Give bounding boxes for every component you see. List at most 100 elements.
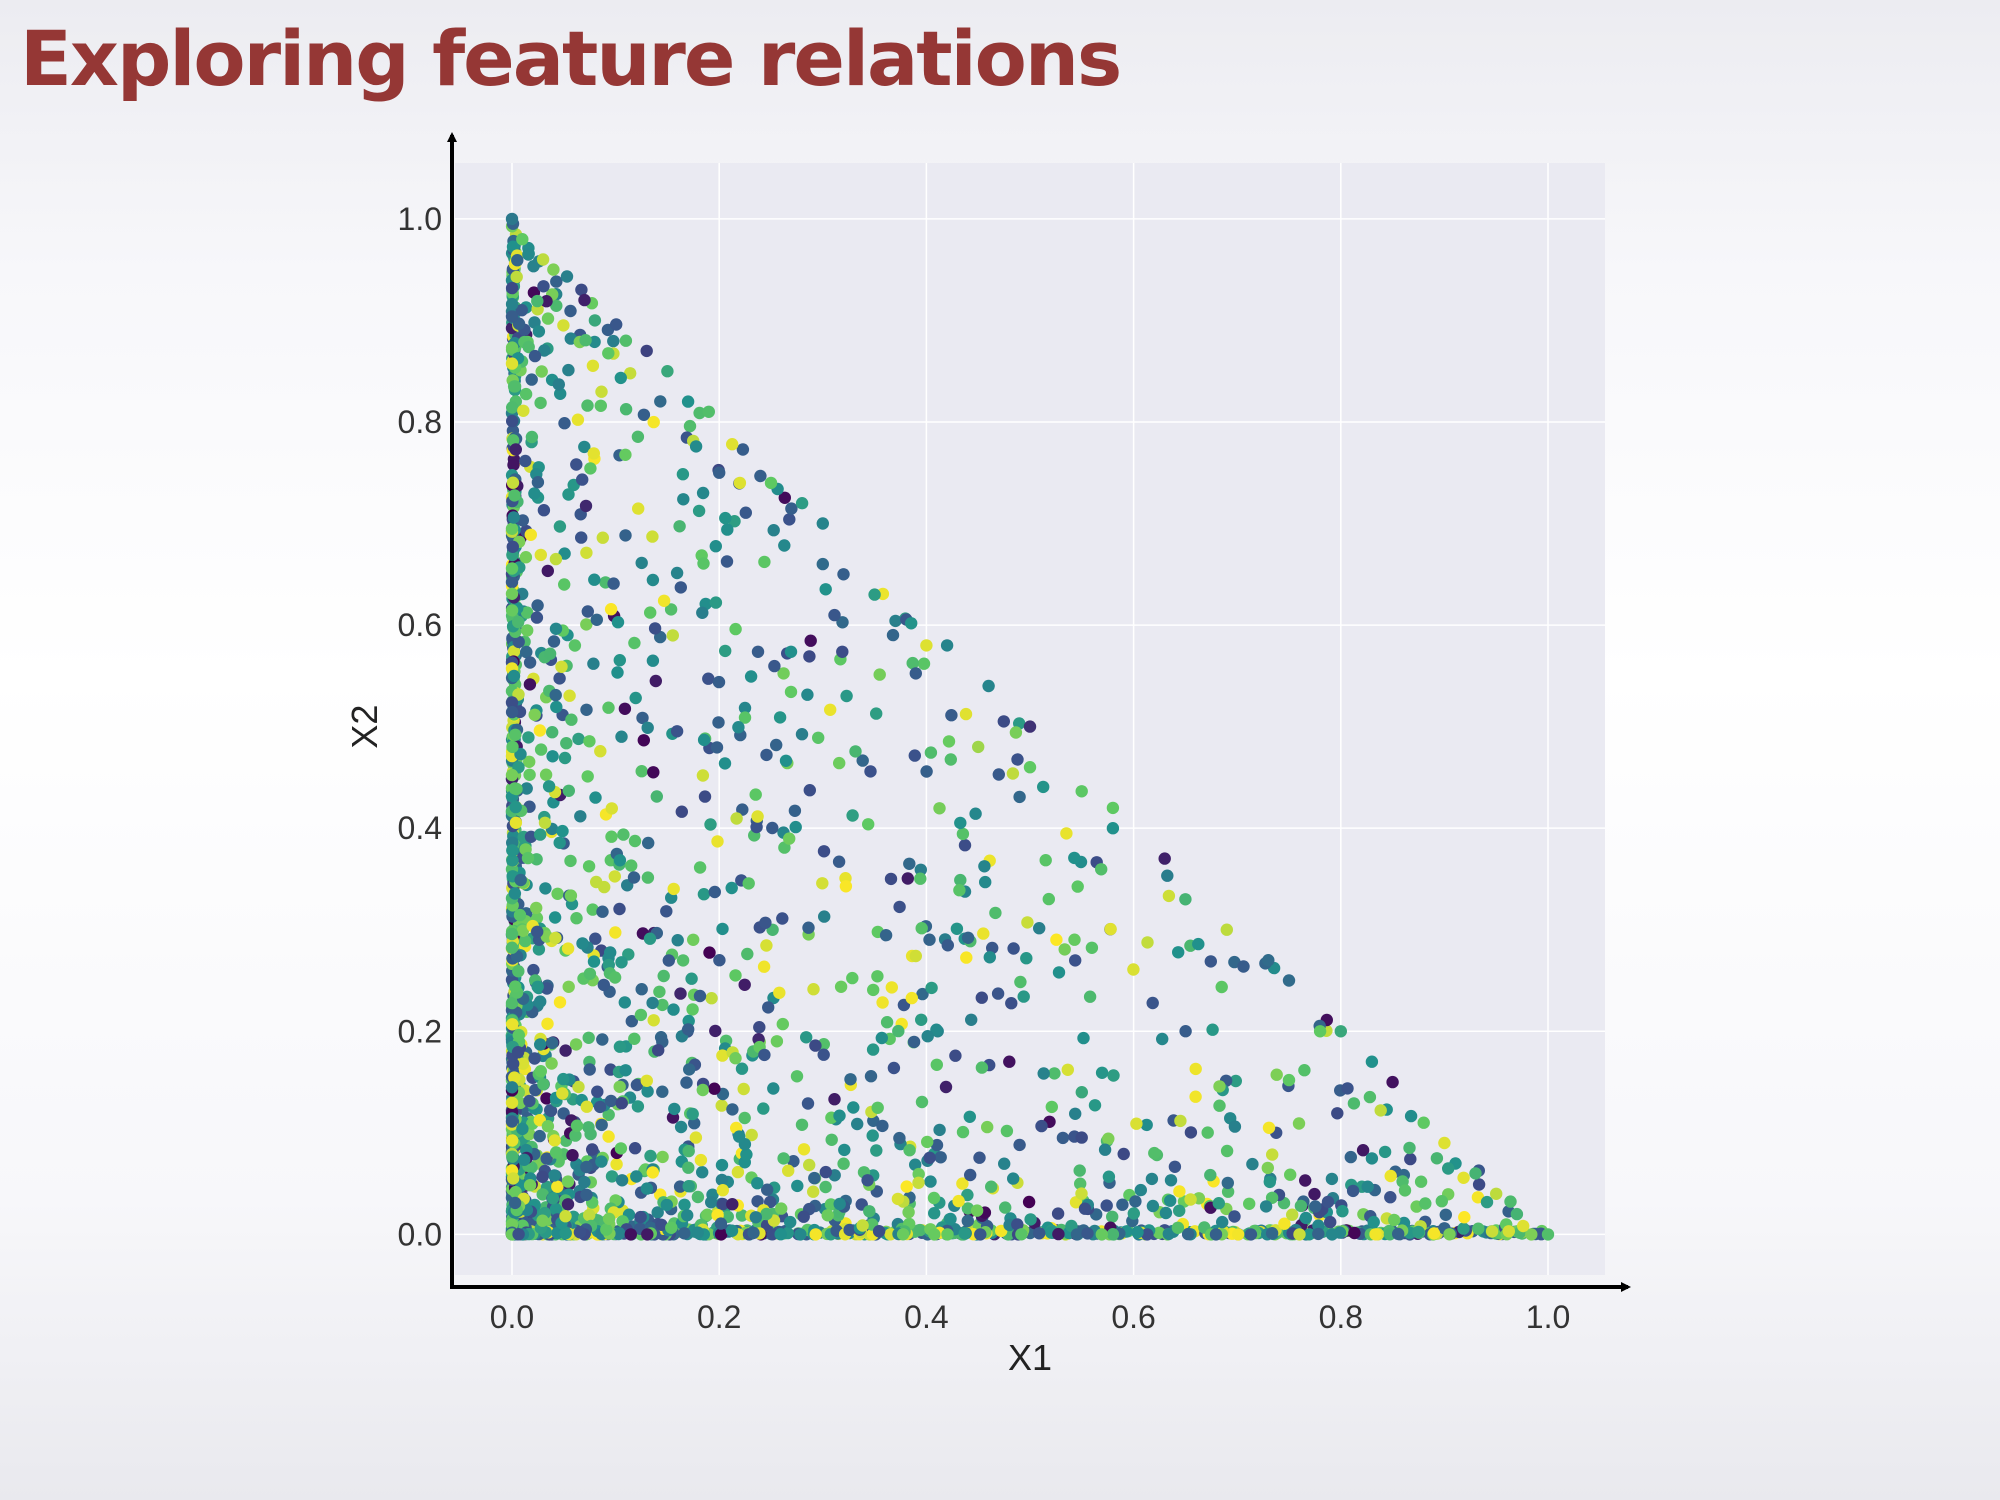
data-point bbox=[1324, 1215, 1337, 1229]
data-point bbox=[598, 880, 611, 894]
data-point bbox=[803, 1158, 816, 1172]
data-point bbox=[512, 615, 525, 629]
data-point bbox=[678, 1198, 691, 1212]
data-point bbox=[912, 1167, 925, 1181]
data-point bbox=[1374, 1104, 1387, 1117]
data-point bbox=[628, 1032, 641, 1046]
data-point bbox=[1131, 1226, 1144, 1239]
data-point bbox=[1220, 923, 1234, 936]
data-point bbox=[1213, 1080, 1226, 1093]
data-point bbox=[1106, 1228, 1120, 1241]
data-point bbox=[816, 517, 829, 530]
data-point bbox=[870, 707, 883, 720]
data-point bbox=[803, 784, 816, 797]
x-tick-label: 0.2 bbox=[697, 1299, 741, 1335]
data-point bbox=[1480, 1195, 1494, 1209]
data-point bbox=[628, 1142, 642, 1155]
data-point bbox=[531, 980, 544, 993]
data-point bbox=[565, 713, 578, 726]
data-point bbox=[615, 956, 628, 969]
data-point bbox=[819, 1165, 832, 1179]
data-point bbox=[739, 506, 752, 519]
data-point bbox=[725, 1224, 739, 1237]
data-point bbox=[1228, 1210, 1241, 1223]
data-point bbox=[688, 1117, 701, 1130]
data-point bbox=[1502, 1225, 1516, 1238]
data-point bbox=[751, 645, 765, 658]
data-point bbox=[634, 1210, 647, 1224]
data-point bbox=[1299, 1211, 1313, 1225]
data-point bbox=[546, 726, 559, 739]
data-point bbox=[534, 548, 547, 562]
data-point bbox=[648, 622, 662, 635]
data-point bbox=[719, 511, 732, 525]
data-point bbox=[523, 1094, 536, 1108]
data-point bbox=[683, 1063, 696, 1076]
data-point bbox=[709, 540, 722, 553]
data-point bbox=[524, 528, 537, 541]
data-point bbox=[574, 810, 587, 823]
data-point bbox=[1299, 1174, 1312, 1187]
data-point bbox=[580, 1100, 593, 1113]
data-point bbox=[849, 745, 862, 758]
data-point bbox=[1298, 1064, 1311, 1077]
data-point bbox=[747, 1226, 760, 1240]
data-point bbox=[1035, 1119, 1048, 1133]
data-point bbox=[513, 908, 527, 922]
data-point bbox=[1077, 1031, 1090, 1045]
data-point bbox=[533, 1129, 546, 1143]
data-point bbox=[778, 539, 791, 552]
data-point bbox=[1000, 1124, 1014, 1138]
data-point bbox=[791, 1179, 804, 1193]
data-point bbox=[525, 373, 538, 386]
data-point bbox=[505, 522, 519, 535]
data-point bbox=[624, 1228, 637, 1241]
data-point bbox=[1356, 1144, 1370, 1157]
data-point bbox=[909, 667, 922, 680]
data-point bbox=[561, 942, 575, 955]
data-point bbox=[534, 743, 548, 756]
data-point bbox=[505, 604, 519, 617]
data-point bbox=[1378, 1145, 1392, 1159]
data-point bbox=[531, 294, 544, 308]
data-point bbox=[954, 816, 967, 830]
data-point bbox=[647, 766, 660, 779]
data-point bbox=[709, 1024, 722, 1038]
data-point bbox=[867, 983, 880, 997]
data-point bbox=[604, 603, 618, 616]
data-point bbox=[754, 469, 767, 483]
data-point bbox=[934, 1151, 947, 1164]
data-point bbox=[1490, 1187, 1503, 1201]
data-point bbox=[1156, 1032, 1169, 1046]
data-point bbox=[635, 765, 648, 778]
data-point bbox=[653, 985, 666, 998]
data-point bbox=[1102, 1132, 1115, 1145]
data-point bbox=[1033, 922, 1046, 935]
data-point bbox=[586, 1143, 599, 1156]
data-point bbox=[1228, 1120, 1242, 1133]
x-tick-label: 0.4 bbox=[904, 1299, 948, 1335]
data-point bbox=[596, 531, 609, 544]
data-point bbox=[604, 946, 617, 959]
data-point bbox=[1278, 1217, 1291, 1230]
data-point bbox=[836, 645, 849, 658]
data-point bbox=[817, 1048, 830, 1061]
data-point bbox=[1095, 1066, 1109, 1080]
data-point bbox=[745, 1128, 758, 1142]
data-point bbox=[906, 656, 919, 670]
data-point bbox=[1140, 1118, 1153, 1132]
data-point bbox=[1443, 1228, 1456, 1241]
data-point bbox=[777, 667, 790, 680]
data-point bbox=[1023, 761, 1037, 774]
data-point bbox=[534, 1038, 547, 1051]
data-point bbox=[871, 1101, 884, 1115]
data-point bbox=[1439, 1208, 1453, 1222]
data-point bbox=[759, 916, 772, 929]
data-point bbox=[696, 1166, 709, 1179]
data-point bbox=[547, 263, 560, 276]
data-point bbox=[913, 1223, 927, 1237]
data-point bbox=[629, 691, 642, 705]
data-point bbox=[668, 1102, 681, 1116]
data-point bbox=[521, 851, 535, 865]
